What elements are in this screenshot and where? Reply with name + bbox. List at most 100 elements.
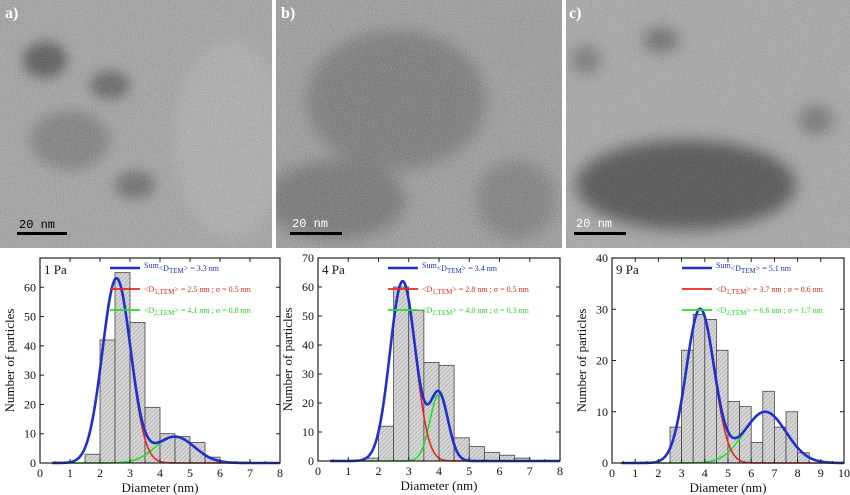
legend-subscript: TEM <box>741 267 757 275</box>
y-axis-label: Number of particles <box>574 309 589 413</box>
x-tick-label: 3 <box>406 464 412 478</box>
x-tick-label: 6 <box>217 466 223 480</box>
x-tick-label: 3 <box>679 466 685 480</box>
y-tick-label: 0 <box>30 456 36 470</box>
legend-value: > = 4.0 nm ; σ = 0.3 nm <box>452 306 529 315</box>
legend-value: > = 2.8 nm ; σ = 0.5 nm <box>452 285 529 294</box>
legend-text-d1: <D1,TEM> = 2.5 nm ; σ = 0.5 nm <box>144 285 252 296</box>
y-tick-label: 20 <box>302 396 314 410</box>
histogram-bar <box>468 446 485 462</box>
x-tick-label: 9 <box>818 466 824 480</box>
x-tick-label: 0 <box>37 466 43 480</box>
x-tick-label: 1 <box>345 464 351 478</box>
legend-value: > = 4.1 nm ; σ = 0.8 nm <box>174 306 251 315</box>
y-axis-label: Number of particles <box>2 309 17 413</box>
pressure-label: 9 Pa <box>616 262 639 277</box>
histogram-bar <box>774 426 787 464</box>
scale-bar-a <box>17 232 67 235</box>
legend-text-d2: <D2,TEM> = 4.0 nm ; σ = 0.3 nm <box>422 306 530 317</box>
histogram-bar <box>750 442 764 464</box>
y-tick-label: 10 <box>24 427 36 441</box>
legend-d: <D <box>422 285 433 294</box>
legend-subscript: TEM <box>447 267 463 275</box>
x-axis-label: Diameter (nm) <box>122 480 199 495</box>
scale-bar-b <box>290 232 342 235</box>
y-tick-label: 0 <box>602 456 608 470</box>
pressure-label: 4 Pa <box>322 262 345 277</box>
x-tick-label: 6 <box>497 464 503 478</box>
x-tick-label: 7 <box>247 466 253 480</box>
histogram-bar <box>785 411 799 464</box>
legend-value: > = 3.3 nm <box>184 264 220 273</box>
legend-subscript: 1,TEM <box>432 288 453 296</box>
legend-text-d1: <D1,TEM> = 3.7 nm ; σ = 0.6 nm <box>716 285 824 296</box>
histogram-1: 0 1 2 3 4 5 6 7 8 0 10 20 30 40 50 60 Diameter (nm) Numbe… <box>2 257 283 495</box>
legend-text-d1: <D1,TEM> = 2.8 nm ; σ = 0.5 nm <box>422 285 530 296</box>
x-tick-label: 8 <box>557 464 563 478</box>
y-tick-label: 10 <box>302 425 314 439</box>
legend-value: > = 6.6 nm ; σ = 1.7 nm <box>746 306 823 315</box>
legend-text-sum: Sum<DTEM> = 3.3 nm <box>144 261 220 275</box>
legend-subscript: 2,TEM <box>154 309 175 317</box>
x-tick-label: 2 <box>376 464 382 478</box>
panel-letter-b: b) <box>281 5 295 22</box>
y-axis-label: Number of particles <box>280 308 295 412</box>
legend-subscript: TEM <box>169 267 185 275</box>
legend-d: <D <box>716 285 727 294</box>
y-tick-label: 40 <box>302 338 314 352</box>
legend-d: <D <box>731 264 742 273</box>
x-tick-label: 4 <box>157 466 163 480</box>
legend-d: <D <box>437 264 448 273</box>
histogram-bar <box>762 390 775 464</box>
legend-d: <D <box>144 306 155 315</box>
histogram-bar <box>84 453 101 464</box>
tem-image-c: c) 20 nm <box>566 0 850 248</box>
legend-value: > = 3.7 nm ; σ = 0.6 nm <box>746 285 823 294</box>
y-tick-label: 0 <box>308 454 314 468</box>
y-tick-label: 60 <box>24 280 36 294</box>
x-axis-label: Diameter (nm) <box>690 480 767 495</box>
x-tick-label: 8 <box>277 466 283 480</box>
y-tick-label: 70 <box>302 251 314 265</box>
pressure-label: 1 Pa <box>44 262 67 277</box>
panel-letter-c: c) <box>569 5 581 22</box>
histogram-bar <box>716 349 729 464</box>
x-tick-label: 0 <box>315 464 321 478</box>
scale-label-b: 20 nm <box>292 217 328 231</box>
x-tick-label: 5 <box>187 466 193 480</box>
y-tick-label: 20 <box>24 397 36 411</box>
histogram-bar <box>692 313 706 464</box>
scale-label-c: 20 nm <box>576 217 612 231</box>
legend-subscript: 2,TEM <box>726 309 747 317</box>
x-tick-label: 2 <box>655 466 661 480</box>
x-tick-label: 7 <box>527 464 533 478</box>
legend-subscript: 2,TEM <box>432 309 453 317</box>
x-tick-label: 8 <box>795 466 801 480</box>
y-tick-label: 30 <box>24 368 36 382</box>
x-tick-label: 5 <box>466 464 472 478</box>
legend-value: > = 3.4 nm <box>462 264 498 273</box>
y-tick-label: 30 <box>596 302 608 316</box>
x-tick-label: 7 <box>771 466 777 480</box>
y-tick-label: 20 <box>596 354 608 368</box>
legend-text-d2: <D2,TEM> = 6.6 nm ; σ = 1.7 nm <box>716 306 824 317</box>
x-tick-label: 6 <box>748 466 754 480</box>
scale-bar-c <box>574 232 626 235</box>
legend-prefix: Sum <box>422 261 437 270</box>
tem-image-b: b) 20 nm <box>276 0 562 248</box>
x-tick-label: 1 <box>632 466 638 480</box>
legend-text-d2: <D2,TEM> = 4.1 nm ; σ = 0.8 nm <box>144 306 252 317</box>
histogram-bar <box>483 451 500 462</box>
legend-prefix: Sum <box>144 261 159 270</box>
y-tick-label: 50 <box>302 309 314 323</box>
y-tick-label: 40 <box>24 339 36 353</box>
legend-subscript: 1,TEM <box>726 288 747 296</box>
x-tick-label: 4 <box>436 464 442 478</box>
legend-text-sum: Sum<DTEM> = 3.4 nm <box>422 261 498 275</box>
y-tick-label: 40 <box>596 251 608 265</box>
legend-d: <D <box>159 264 170 273</box>
histogram-2: 0 1 2 3 4 5 6 7 8 0 10 20 30 40 50 60 70 Diameter (nm) Num… <box>280 251 563 493</box>
panel-letter-a: a) <box>5 5 18 22</box>
